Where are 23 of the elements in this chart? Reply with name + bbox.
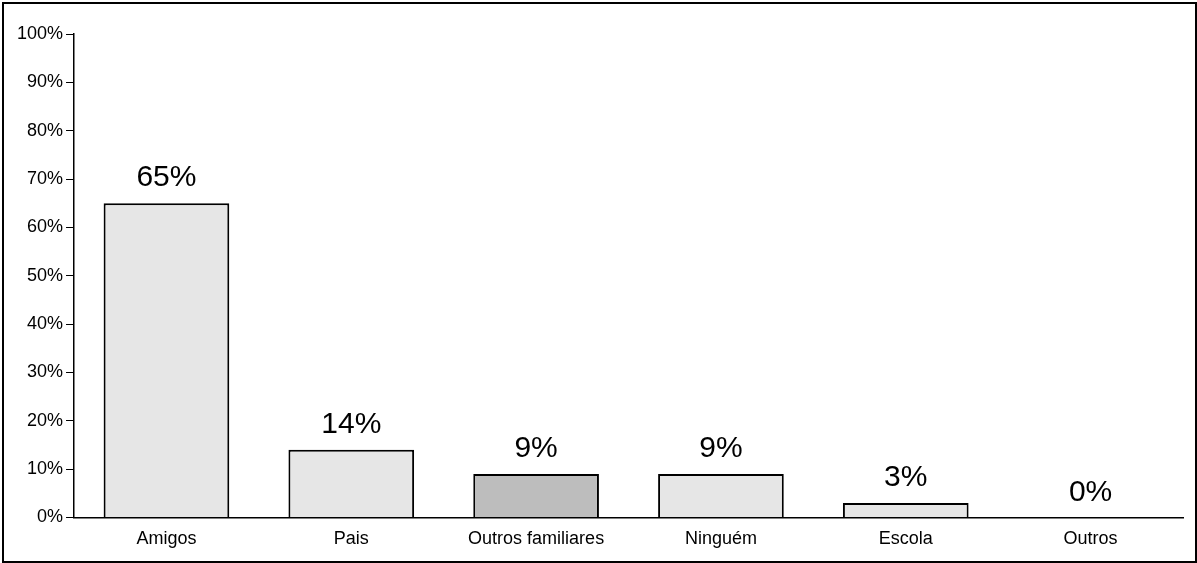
- y-tick-label: 60%: [27, 216, 64, 237]
- data-label: 65%: [136, 159, 197, 193]
- data-label: 9%: [514, 430, 558, 464]
- y-tick-label: 100%: [16, 22, 64, 43]
- y-tick-label: 40%: [27, 313, 64, 334]
- x-tick-label: Outros: [1063, 528, 1118, 549]
- y-tick-label: 70%: [27, 167, 64, 188]
- data-label: 9%: [699, 430, 743, 464]
- data-label: 3%: [884, 459, 928, 493]
- x-tick-label: Pais: [333, 528, 369, 549]
- y-tick-label: 50%: [27, 264, 64, 285]
- x-tick-label: Escola: [878, 528, 934, 549]
- data-label: 14%: [321, 405, 382, 439]
- y-tick-label: 80%: [27, 119, 64, 140]
- x-tick-label: Outros familiares: [468, 528, 605, 549]
- y-tick-label: 30%: [27, 361, 64, 382]
- x-tick-label: Ninguém: [684, 528, 757, 549]
- y-tick-label: 20%: [27, 409, 64, 430]
- y-tick-label: 10%: [27, 458, 64, 479]
- y-tick-label: 90%: [27, 71, 64, 92]
- data-label: 0%: [1068, 473, 1113, 507]
- y-tick-label: 0%: [37, 506, 64, 527]
- x-tick-label: Amigos: [136, 528, 197, 549]
